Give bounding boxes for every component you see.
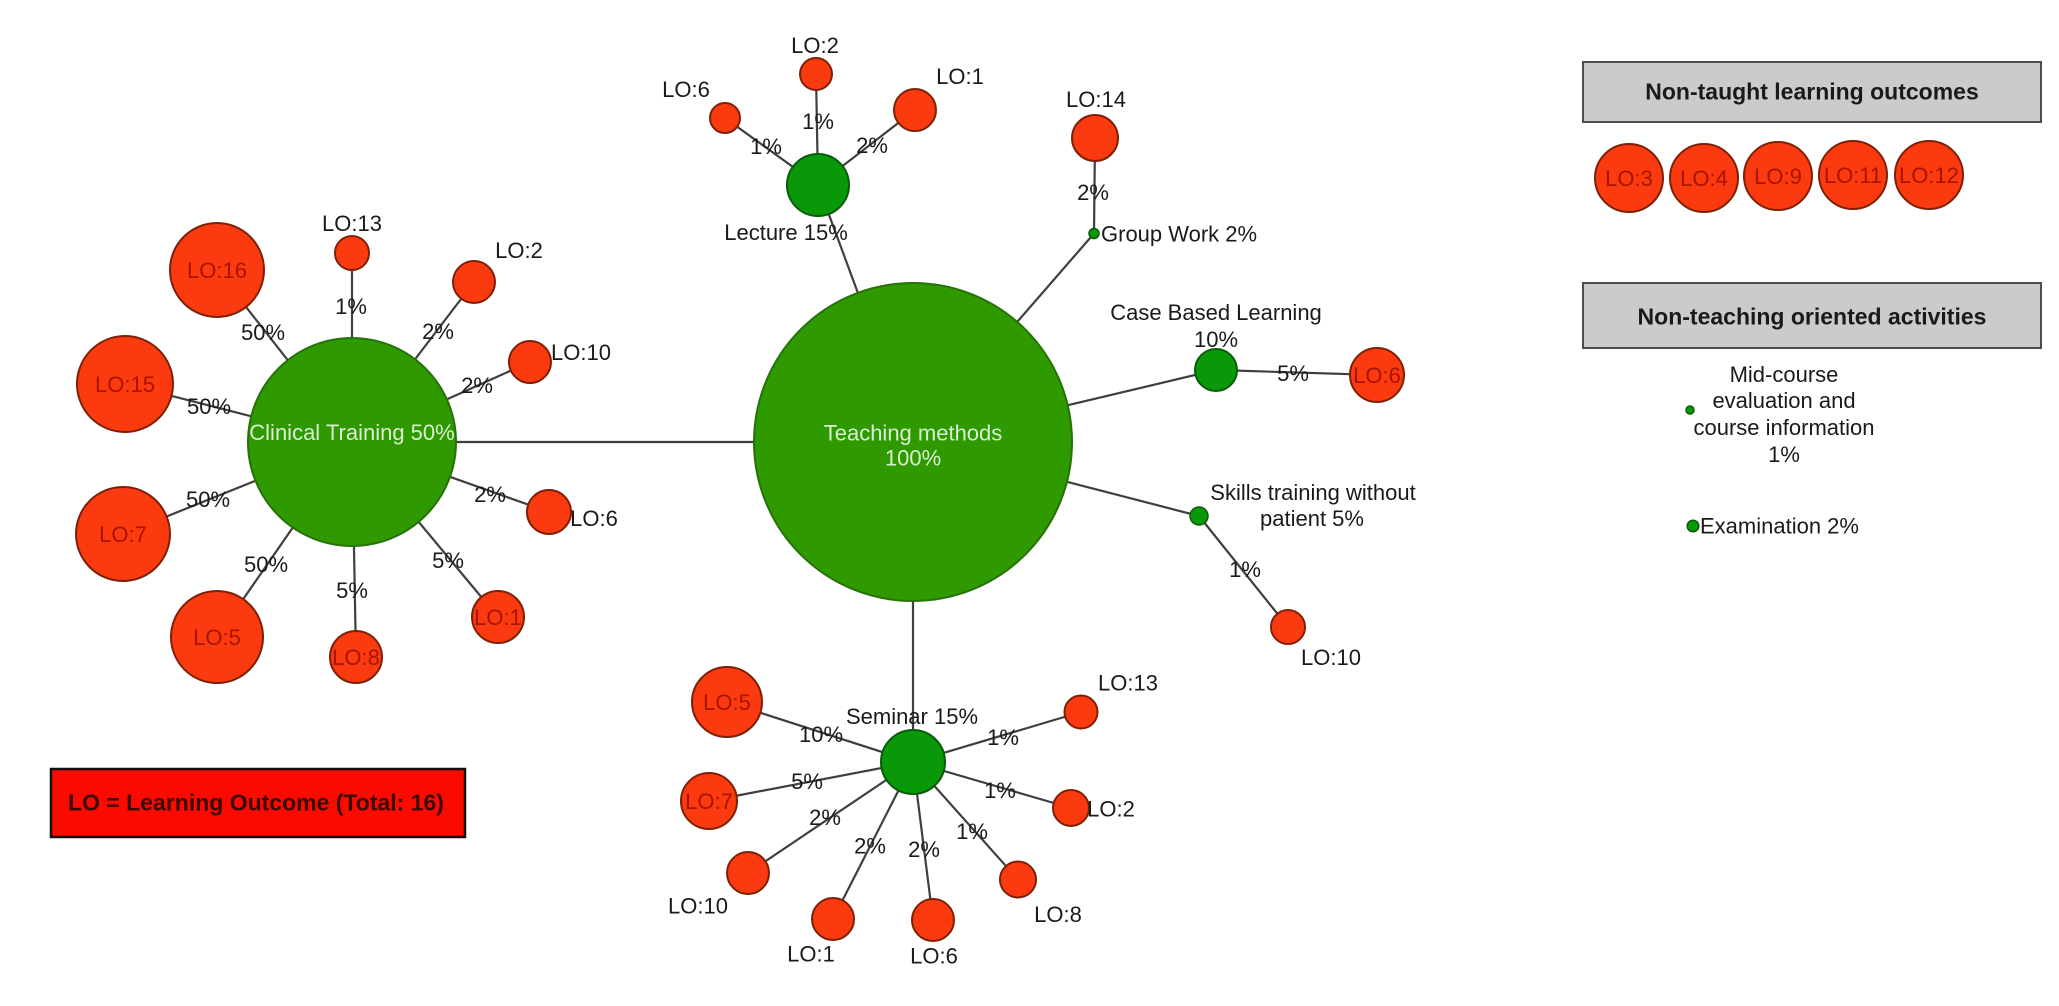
svg-text:LO:5: LO:5 <box>193 625 241 650</box>
svg-text:2%: 2% <box>854 834 886 859</box>
svg-text:LO:6: LO:6 <box>570 506 618 531</box>
svg-text:1%: 1% <box>1229 557 1261 582</box>
svg-text:50%: 50% <box>244 552 288 577</box>
svg-text:1%: 1% <box>1768 442 1800 467</box>
svg-text:Group Work 2%: Group Work 2% <box>1101 222 1257 247</box>
svg-text:LO:2: LO:2 <box>791 33 839 58</box>
svg-text:LO:10: LO:10 <box>551 340 611 365</box>
svg-text:Non-taught learning outcomes: Non-taught learning outcomes <box>1645 78 1979 104</box>
svg-text:LO:15: LO:15 <box>95 372 155 397</box>
svg-text:Non-teaching oriented activiti: Non-teaching oriented activities <box>1638 303 1987 329</box>
svg-text:course information: course information <box>1694 415 1875 440</box>
svg-text:Clinical Training 50%: Clinical Training 50% <box>249 420 454 445</box>
svg-text:LO:1: LO:1 <box>474 605 522 630</box>
svg-text:1%: 1% <box>750 134 782 159</box>
svg-text:LO:10: LO:10 <box>1301 645 1361 670</box>
svg-text:LO:16: LO:16 <box>187 258 247 283</box>
svg-text:LO:12: LO:12 <box>1899 163 1959 188</box>
svg-text:100%: 100% <box>885 446 941 471</box>
svg-text:LO:7: LO:7 <box>99 522 147 547</box>
svg-text:LO:6: LO:6 <box>662 77 710 102</box>
svg-text:LO:6: LO:6 <box>910 944 958 969</box>
svg-text:LO = Learning Outcome (Total:: LO = Learning Outcome (Total: 16) <box>68 789 444 815</box>
svg-text:LO:13: LO:13 <box>322 211 382 236</box>
svg-text:LO:2: LO:2 <box>1087 797 1135 822</box>
svg-text:10%: 10% <box>1194 327 1238 352</box>
svg-text:50%: 50% <box>187 394 231 419</box>
svg-text:LO:11: LO:11 <box>1824 163 1882 188</box>
svg-text:5%: 5% <box>1277 361 1309 386</box>
svg-text:1%: 1% <box>956 819 988 844</box>
svg-text:LO:2: LO:2 <box>495 238 543 263</box>
svg-text:2%: 2% <box>856 133 888 158</box>
svg-text:2%: 2% <box>422 319 454 344</box>
svg-text:LO:1: LO:1 <box>936 64 984 89</box>
svg-text:LO:4: LO:4 <box>1680 166 1728 191</box>
svg-text:Examination 2%: Examination 2% <box>1700 514 1859 539</box>
svg-text:1%: 1% <box>802 109 834 134</box>
svg-text:2%: 2% <box>461 373 493 398</box>
svg-text:2%: 2% <box>1077 180 1109 205</box>
svg-text:LO:13: LO:13 <box>1098 671 1158 696</box>
svg-text:patient 5%: patient 5% <box>1260 506 1364 531</box>
svg-text:LO:10: LO:10 <box>668 894 728 919</box>
svg-text:Mid-course: Mid-course <box>1730 362 1839 387</box>
svg-text:2%: 2% <box>908 837 940 862</box>
svg-text:LO:1: LO:1 <box>787 942 835 967</box>
svg-text:Lecture 15%: Lecture 15% <box>724 220 848 245</box>
svg-text:1%: 1% <box>987 725 1019 750</box>
svg-text:LO:6: LO:6 <box>1353 363 1401 388</box>
svg-text:Seminar 15%: Seminar 15% <box>846 704 978 729</box>
svg-text:2%: 2% <box>474 482 506 507</box>
svg-text:LO:9: LO:9 <box>1754 164 1802 189</box>
svg-text:1%: 1% <box>335 294 367 319</box>
svg-text:LO:14: LO:14 <box>1066 87 1126 112</box>
svg-text:5%: 5% <box>336 578 368 603</box>
svg-text:LO:7: LO:7 <box>685 789 733 814</box>
svg-text:5%: 5% <box>791 769 823 794</box>
svg-text:LO:5: LO:5 <box>703 690 751 715</box>
svg-text:50%: 50% <box>241 320 285 345</box>
svg-text:1%: 1% <box>984 778 1016 803</box>
svg-text:Case Based Learning: Case Based Learning <box>1110 300 1322 325</box>
svg-text:5%: 5% <box>432 548 464 573</box>
svg-text:LO:8: LO:8 <box>332 645 380 670</box>
svg-text:2%: 2% <box>809 805 841 830</box>
svg-text:Teaching methods: Teaching methods <box>824 421 1003 446</box>
svg-text:Skills training without: Skills training without <box>1210 480 1415 505</box>
svg-text:LO:3: LO:3 <box>1605 166 1653 191</box>
svg-text:50%: 50% <box>186 487 230 512</box>
svg-text:10%: 10% <box>799 722 843 747</box>
svg-text:evaluation and: evaluation and <box>1712 388 1855 413</box>
svg-text:LO:8: LO:8 <box>1034 902 1082 927</box>
